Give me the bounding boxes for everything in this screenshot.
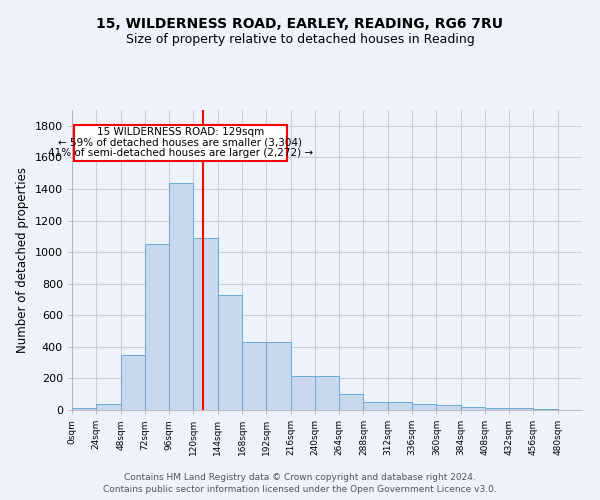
Bar: [388, 402, 412, 410]
Bar: [72, 408, 96, 410]
Bar: [96, 404, 121, 410]
Bar: [436, 406, 461, 410]
Text: Size of property relative to detached houses in Reading: Size of property relative to detached ho…: [125, 32, 475, 46]
Bar: [121, 354, 145, 410]
Y-axis label: Number of detached properties: Number of detached properties: [16, 167, 29, 353]
Text: ← 59% of detached houses are smaller (3,304): ← 59% of detached houses are smaller (3,…: [58, 138, 302, 147]
Bar: [509, 408, 533, 410]
Bar: [193, 238, 218, 410]
Bar: [533, 408, 558, 410]
Text: 41% of semi-detached houses are larger (2,272) →: 41% of semi-detached houses are larger (…: [48, 148, 313, 158]
Bar: [485, 408, 509, 410]
Text: 15 WILDERNESS ROAD: 129sqm: 15 WILDERNESS ROAD: 129sqm: [97, 128, 264, 138]
Bar: [169, 182, 193, 410]
Bar: [461, 407, 485, 410]
Bar: [145, 244, 169, 410]
Bar: [290, 376, 315, 410]
Text: 15, WILDERNESS ROAD, EARLEY, READING, RG6 7RU: 15, WILDERNESS ROAD, EARLEY, READING, RG…: [97, 18, 503, 32]
Bar: [412, 404, 436, 410]
Text: Contains public sector information licensed under the Open Government Licence v3: Contains public sector information licen…: [103, 485, 497, 494]
Bar: [218, 294, 242, 410]
Bar: [74, 125, 287, 162]
Text: Contains HM Land Registry data © Crown copyright and database right 2024.: Contains HM Land Registry data © Crown c…: [124, 472, 476, 482]
Bar: [315, 376, 339, 410]
Bar: [364, 402, 388, 410]
Bar: [266, 342, 290, 410]
Bar: [339, 394, 364, 410]
Bar: [242, 342, 266, 410]
